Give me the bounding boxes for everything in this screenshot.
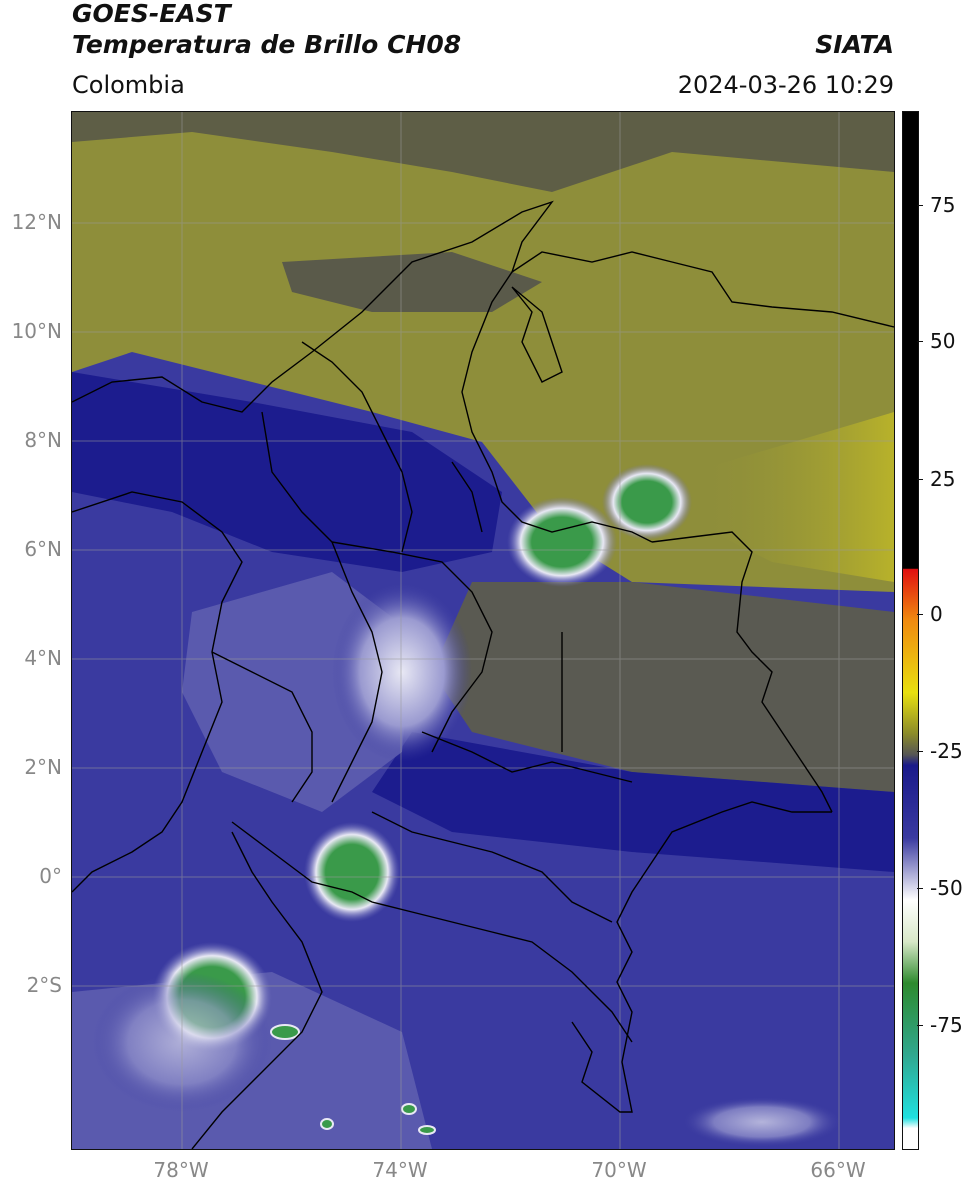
cloud-white-southeast [682, 1097, 842, 1147]
internal-dept-3 [301, 341, 413, 553]
internal-dept-8 [451, 461, 483, 533]
timestamp-label: 2024-03-26 10:29 [677, 71, 894, 99]
gray-llanos-zone [432, 582, 894, 792]
lat-label-0: 0° [39, 864, 62, 888]
lon-label-78w: 78°W [153, 1158, 209, 1182]
lon-label-70w: 70°W [591, 1158, 647, 1182]
brazil-border [571, 801, 832, 1113]
cloud-small-4 [320, 1118, 334, 1130]
cloud-green-south [304, 822, 400, 922]
colorbar-tick-50: 50 [916, 329, 956, 353]
product-name: Temperatura de Brillo CH08 [72, 30, 462, 59]
olive-warm-zone [72, 112, 894, 592]
caribbean-coast [72, 200, 894, 413]
lon-label-66w: 66°W [810, 1158, 866, 1182]
colorbar-tick-25: 25 [916, 467, 956, 491]
boundaries [72, 200, 894, 1149]
navy-band-north [72, 372, 502, 572]
lat-label-8n: 8°N [24, 428, 62, 452]
satellite-map [71, 111, 895, 1150]
lat-label-12n: 12°N [11, 210, 62, 234]
pacific-coast [72, 491, 243, 893]
cloud-small-2 [401, 1103, 417, 1115]
cloud-green-northeast-1 [507, 497, 617, 587]
map-canvas [72, 112, 894, 1149]
colorbar-tick-neg75: -75 [917, 1013, 963, 1037]
ecuador-coast [191, 831, 323, 1149]
guajira-border [461, 271, 653, 543]
region-label: Colombia [72, 71, 185, 99]
lat-label-4n: 4°N [24, 646, 62, 670]
colorbar-tick-neg50: -50 [917, 876, 963, 900]
internal-dept-1 [261, 411, 383, 803]
gray-dry-zone [72, 112, 894, 192]
yellow-warm-zone [692, 412, 894, 582]
satellite-name: GOES-EAST [72, 0, 231, 28]
internal-dept-4 [211, 651, 313, 803]
lat-label-6n: 6°N [24, 537, 62, 561]
gray-band [282, 252, 542, 312]
brand-label: SIATA [815, 30, 894, 59]
internal-dept-2 [331, 541, 493, 753]
internal-dept-6 [371, 811, 613, 923]
colorbar [902, 111, 919, 1150]
lon-label-74w: 74°W [372, 1158, 428, 1182]
cloud-green-northeast-2 [602, 464, 692, 540]
lat-label-10n: 10°N [11, 319, 62, 343]
cloud-small-1 [270, 1024, 300, 1040]
lat-label-2s: 2°S [26, 973, 62, 997]
internal-dept-5 [421, 731, 633, 783]
maracaibo-lake [511, 286, 563, 383]
cloud-small-3 [418, 1125, 436, 1135]
colorbar-tick-neg25: -25 [917, 739, 963, 763]
venezuela-border [651, 531, 833, 813]
lat-label-2n: 2°N [24, 755, 62, 779]
colorbar-tick-0: 0 [917, 602, 943, 626]
colorbar-gradient [903, 112, 918, 1149]
cloud-white-central [332, 582, 472, 762]
map-title: GOES-EAST Temperatura de Brillo CH08 [72, 0, 461, 60]
ecuador-peru-border [231, 821, 633, 1043]
colorbar-tick-75: 75 [916, 193, 956, 217]
